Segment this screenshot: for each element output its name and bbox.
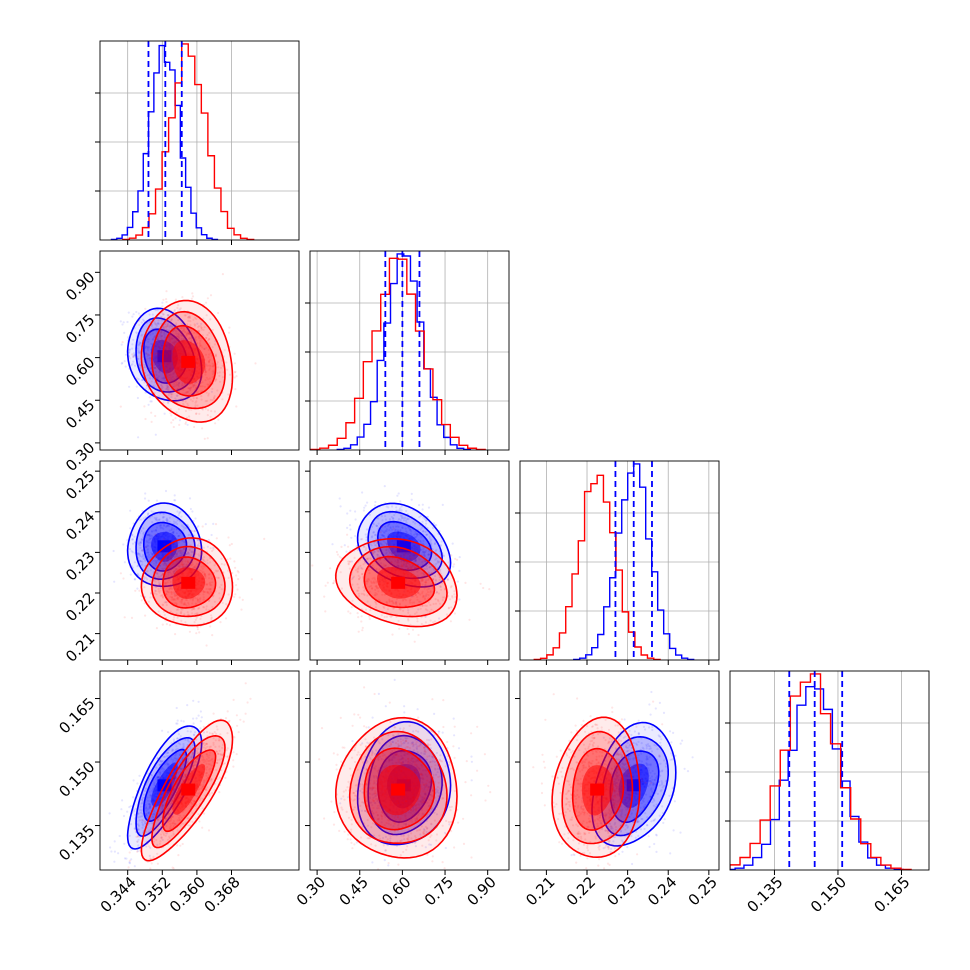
contour-0	[143, 328, 188, 384]
y-tick-label: 0.22	[62, 589, 98, 625]
contour-1	[161, 749, 217, 833]
histogram-0	[336, 253, 472, 450]
x-tick-label: 0.360	[166, 873, 209, 916]
contour-0	[367, 510, 443, 580]
contour-1	[161, 556, 217, 609]
contour-0	[143, 521, 188, 572]
panel-frame	[99, 460, 300, 661]
panel-frame	[519, 460, 720, 661]
y-tick-label: 0.24	[62, 508, 98, 544]
density-peak-1	[181, 783, 196, 796]
y-tick-label: 0.30	[62, 439, 98, 475]
x-tick-label: 0.135	[744, 873, 787, 916]
x-tick-label: 0.23	[603, 873, 639, 909]
density-peak-1	[391, 576, 406, 589]
histogram-0	[730, 685, 904, 870]
density-peak-0	[626, 779, 641, 792]
panel-2-2	[515, 460, 720, 665]
contour-1	[363, 747, 436, 831]
density-peak-0	[157, 350, 172, 363]
panel-frame	[309, 670, 510, 871]
contour-0	[367, 734, 443, 836]
contour-1	[551, 716, 641, 859]
contour-1	[140, 537, 234, 627]
panel-0-0	[95, 40, 300, 245]
x-tick-label: 0.90	[463, 873, 499, 909]
y-tick-label: 0.150	[55, 758, 98, 801]
contour-1	[571, 747, 625, 831]
panel-2-1	[305, 460, 510, 665]
density-peak-1	[590, 783, 605, 796]
panel-2-0	[95, 460, 300, 665]
x-tick-label: 0.368	[201, 873, 244, 916]
contour-1	[363, 555, 436, 609]
x-tick-label: 0.30	[293, 873, 329, 909]
contour-0	[376, 520, 433, 572]
panel-3-0	[95, 670, 300, 875]
x-tick-label: 0.150	[807, 873, 850, 916]
y-tick-label: 0.90	[62, 268, 98, 304]
contour-1	[348, 730, 448, 844]
y-tick-label: 0.25	[62, 467, 98, 503]
y-tick-label: 0.75	[62, 311, 98, 347]
x-tick-label: 0.352	[131, 873, 174, 916]
y-tick-label: 0.45	[62, 396, 98, 432]
histogram-1	[730, 673, 912, 870]
contour-1	[161, 324, 217, 397]
x-tick-label: 0.165	[871, 873, 914, 916]
x-tick-label: 0.75	[421, 873, 457, 909]
x-tick-label: 0.25	[685, 873, 721, 909]
x-tick-label: 0.344	[97, 873, 140, 916]
panel-3-3	[725, 670, 930, 875]
x-tick-label: 0.24	[644, 873, 680, 909]
y-tick-label: 0.21	[62, 629, 98, 665]
panel-frame	[99, 670, 300, 871]
histogram-1	[533, 474, 661, 660]
x-tick-label: 0.22	[563, 873, 599, 909]
panel-frame	[309, 250, 510, 451]
panel-frame	[309, 460, 510, 661]
panel-frame	[519, 670, 720, 871]
contour-1	[561, 730, 634, 845]
panel-3-2	[515, 670, 720, 875]
density-peak-1	[181, 576, 196, 589]
panel-frame	[99, 40, 300, 241]
histogram-1	[122, 43, 255, 240]
contour-1	[140, 299, 234, 423]
panel-3-1	[305, 670, 510, 875]
x-tick-label: 0.60	[378, 873, 414, 909]
histogram-0	[573, 463, 695, 660]
y-tick-label: 0.135	[55, 821, 98, 864]
density-peak-1	[181, 355, 196, 368]
contour-0	[135, 317, 196, 393]
contour-1	[151, 545, 226, 618]
density-peak-1	[391, 783, 406, 796]
y-tick-label: 0.23	[62, 548, 98, 584]
panel-frame	[99, 250, 300, 451]
panel-frame	[729, 670, 930, 871]
contour-1	[334, 537, 458, 628]
x-tick-label: 0.45	[336, 873, 372, 909]
y-tick-label: 0.60	[62, 353, 98, 389]
contour-1	[140, 719, 234, 862]
contour-0	[143, 748, 188, 822]
contour-1	[151, 734, 226, 849]
histogram-1	[310, 257, 486, 450]
y-tick-label: 0.165	[55, 694, 98, 737]
contour-1	[334, 716, 458, 859]
x-tick-label: 0.21	[522, 873, 558, 909]
contour-1	[151, 310, 226, 410]
contour-0	[356, 502, 452, 588]
panel-1-1	[305, 250, 510, 455]
contour-1	[348, 545, 448, 618]
panel-1-0	[95, 250, 300, 455]
contour-0	[126, 307, 203, 402]
